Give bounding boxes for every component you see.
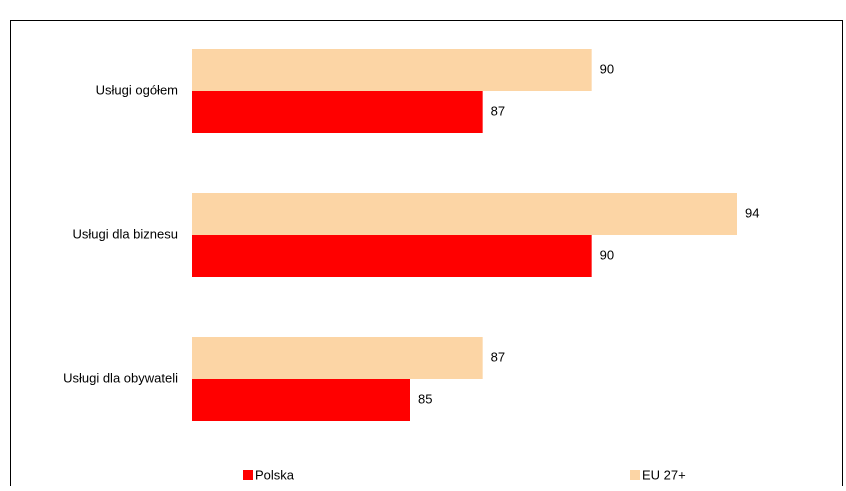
bar xyxy=(192,235,592,277)
legend-label: EU 27+ xyxy=(642,467,686,482)
bar xyxy=(192,91,483,133)
category-label: Usługi ogółem xyxy=(96,82,178,97)
bar xyxy=(192,337,483,379)
value-label: 90 xyxy=(600,61,614,76)
value-label: 90 xyxy=(600,247,614,262)
bar xyxy=(192,49,592,91)
value-label: 87 xyxy=(491,103,505,118)
legend-swatch xyxy=(243,470,253,480)
category-label: Usługi dla obywateli xyxy=(63,370,178,385)
category-label: Usługi dla biznesu xyxy=(72,226,178,241)
value-label: 85 xyxy=(418,391,432,406)
bar xyxy=(192,379,410,421)
bar xyxy=(192,193,737,235)
value-label: 87 xyxy=(491,349,505,364)
legend-swatch xyxy=(630,470,640,480)
legend-label: Polska xyxy=(255,467,295,482)
value-label: 94 xyxy=(745,205,759,220)
